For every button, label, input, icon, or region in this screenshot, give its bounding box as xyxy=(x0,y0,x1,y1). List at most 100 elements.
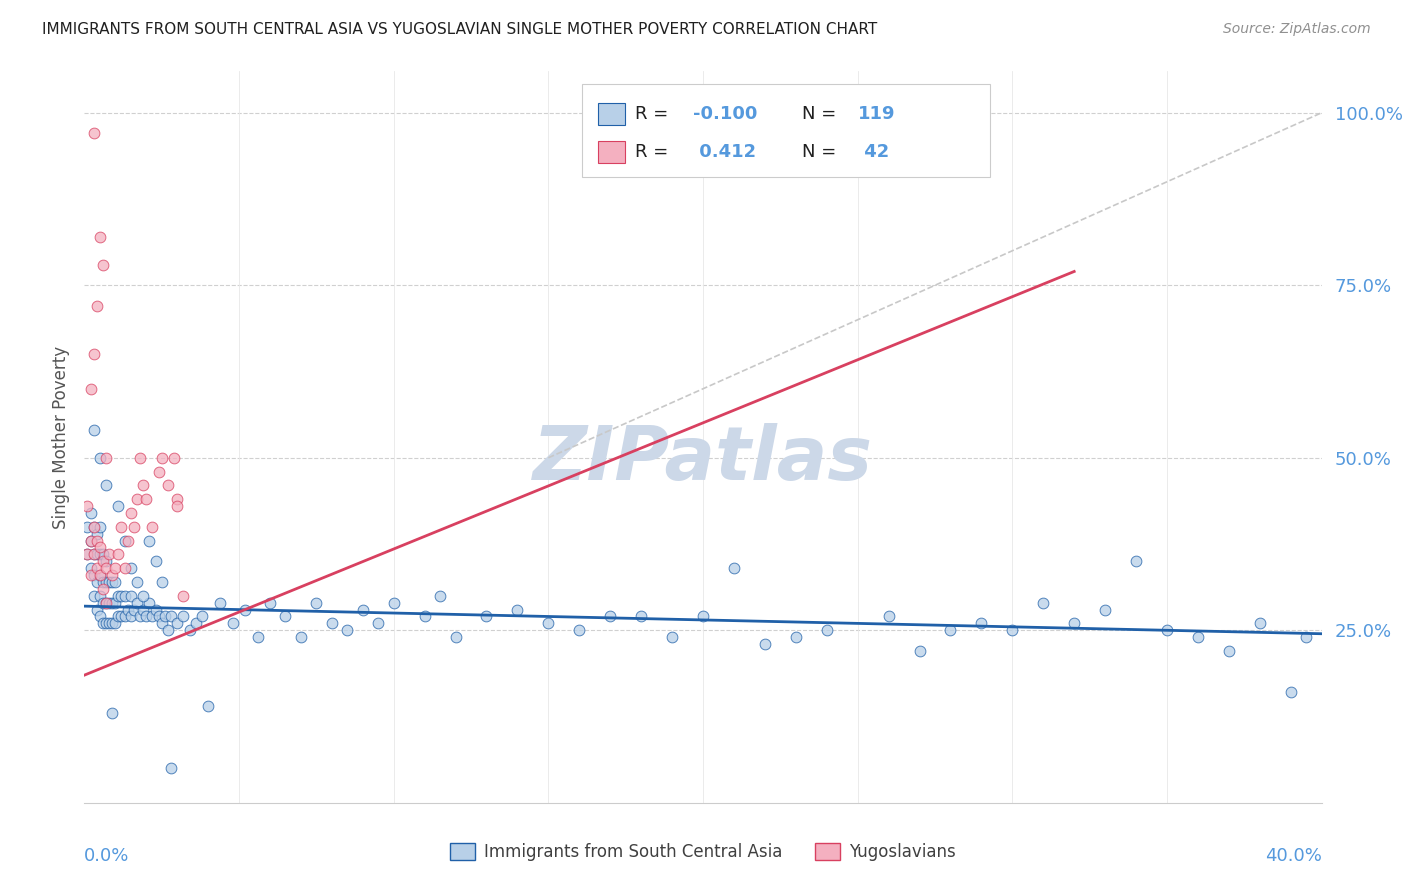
Point xyxy=(86,548,108,562)
Point xyxy=(723,561,745,575)
Point xyxy=(86,561,108,575)
Point xyxy=(117,602,139,616)
Point xyxy=(815,624,838,638)
Point xyxy=(150,574,173,589)
Point xyxy=(138,533,160,548)
Point xyxy=(107,589,129,603)
Legend: Immigrants from South Central Asia, Yugoslavians: Immigrants from South Central Asia, Yugo… xyxy=(444,836,962,868)
Point xyxy=(1063,616,1085,631)
Point xyxy=(1125,554,1147,568)
Point xyxy=(94,596,117,610)
Point xyxy=(89,589,111,603)
Point xyxy=(125,492,148,507)
Point xyxy=(94,478,117,492)
Point xyxy=(209,596,232,610)
Point xyxy=(630,609,652,624)
Point xyxy=(785,630,807,644)
Point xyxy=(125,574,148,589)
Point xyxy=(1032,596,1054,610)
Point xyxy=(117,533,139,548)
Point xyxy=(120,561,142,575)
Point xyxy=(163,450,186,465)
Point xyxy=(179,624,201,638)
Point xyxy=(101,616,124,631)
Point xyxy=(197,699,219,714)
Point xyxy=(83,568,105,582)
Point xyxy=(101,568,124,582)
Point xyxy=(94,596,117,610)
Text: -0.100: -0.100 xyxy=(693,104,758,123)
Text: Source: ZipAtlas.com: Source: ZipAtlas.com xyxy=(1223,22,1371,37)
Point xyxy=(475,609,498,624)
Point xyxy=(114,589,136,603)
Point xyxy=(148,609,170,624)
Point xyxy=(184,616,207,631)
Point xyxy=(79,506,101,520)
Point xyxy=(79,382,101,396)
Point xyxy=(114,561,136,575)
Point xyxy=(79,568,101,582)
Point xyxy=(122,602,145,616)
Point xyxy=(599,609,621,624)
Text: N =: N = xyxy=(801,104,842,123)
Point xyxy=(156,624,179,638)
Point xyxy=(114,609,136,624)
Point xyxy=(114,533,136,548)
Point xyxy=(336,624,359,638)
Point xyxy=(305,596,328,610)
Point xyxy=(83,548,105,562)
Point xyxy=(101,574,124,589)
Point xyxy=(83,127,105,141)
Point xyxy=(107,499,129,513)
Point xyxy=(413,609,436,624)
Point xyxy=(290,630,312,644)
Point xyxy=(89,541,111,555)
Point xyxy=(86,299,108,313)
Point xyxy=(172,609,194,624)
Point xyxy=(94,561,117,575)
Point xyxy=(122,520,145,534)
Point xyxy=(908,644,931,658)
Point xyxy=(382,596,405,610)
Point xyxy=(101,706,124,720)
Point xyxy=(104,561,127,575)
Point xyxy=(86,526,108,541)
Point xyxy=(156,478,179,492)
Point xyxy=(321,616,343,631)
Point xyxy=(89,230,111,244)
Point xyxy=(98,616,121,631)
Text: N =: N = xyxy=(801,143,842,161)
Point xyxy=(98,596,121,610)
Point xyxy=(110,520,132,534)
Point xyxy=(91,574,114,589)
Point xyxy=(1001,624,1024,638)
Point xyxy=(104,596,127,610)
Point xyxy=(141,520,163,534)
Point xyxy=(132,602,155,616)
Point xyxy=(135,609,157,624)
Point xyxy=(877,609,900,624)
Point xyxy=(83,347,105,361)
Point xyxy=(91,582,114,596)
Point xyxy=(568,624,591,638)
Point xyxy=(246,630,269,644)
Point xyxy=(79,533,101,548)
Point xyxy=(153,609,176,624)
Text: R =: R = xyxy=(636,143,679,161)
Point xyxy=(76,499,98,513)
Point xyxy=(76,548,98,562)
Point xyxy=(148,465,170,479)
Point xyxy=(160,761,183,775)
Bar xyxy=(598,141,626,163)
Point xyxy=(120,589,142,603)
Text: 40.0%: 40.0% xyxy=(1265,847,1322,864)
FancyBboxPatch shape xyxy=(582,84,990,178)
Point xyxy=(91,596,114,610)
Point xyxy=(79,533,101,548)
Point xyxy=(661,630,683,644)
Point xyxy=(1295,630,1317,644)
Point xyxy=(86,602,108,616)
Text: 119: 119 xyxy=(858,104,896,123)
Point xyxy=(352,602,374,616)
Point xyxy=(101,596,124,610)
